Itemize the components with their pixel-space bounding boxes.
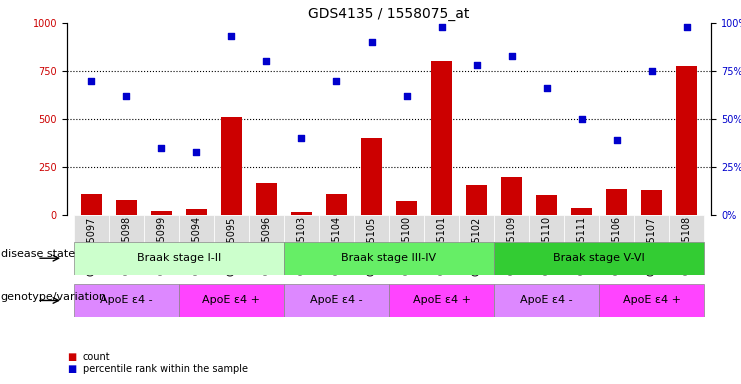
FancyBboxPatch shape xyxy=(284,284,389,317)
FancyBboxPatch shape xyxy=(634,215,669,259)
Point xyxy=(330,78,342,84)
Point xyxy=(436,24,448,30)
Text: GSM735099: GSM735099 xyxy=(156,216,166,275)
Text: count: count xyxy=(83,352,110,362)
FancyBboxPatch shape xyxy=(249,215,284,259)
FancyBboxPatch shape xyxy=(564,215,599,259)
FancyBboxPatch shape xyxy=(599,284,705,317)
Text: Braak stage V-VI: Braak stage V-VI xyxy=(554,253,645,263)
FancyBboxPatch shape xyxy=(109,215,144,259)
Bar xyxy=(396,200,417,215)
FancyBboxPatch shape xyxy=(669,215,705,259)
FancyBboxPatch shape xyxy=(73,242,284,275)
FancyBboxPatch shape xyxy=(389,284,494,317)
Text: ApoE ε4 +: ApoE ε4 + xyxy=(413,295,471,306)
Point xyxy=(471,62,482,68)
Point xyxy=(85,78,97,84)
Bar xyxy=(606,189,628,215)
Bar xyxy=(256,184,277,215)
Text: ApoE ε4 -: ApoE ε4 - xyxy=(100,295,153,306)
FancyBboxPatch shape xyxy=(494,242,705,275)
Bar xyxy=(501,177,522,215)
FancyBboxPatch shape xyxy=(284,215,319,259)
Text: GSM735102: GSM735102 xyxy=(471,216,482,276)
Point xyxy=(296,135,308,141)
Text: GSM735100: GSM735100 xyxy=(402,216,411,275)
Text: GSM735106: GSM735106 xyxy=(612,216,622,275)
Text: GSM735105: GSM735105 xyxy=(367,216,376,276)
FancyBboxPatch shape xyxy=(354,215,389,259)
FancyBboxPatch shape xyxy=(73,215,109,259)
Text: GSM735110: GSM735110 xyxy=(542,216,552,275)
Text: ■: ■ xyxy=(67,352,76,362)
Text: GSM735096: GSM735096 xyxy=(262,216,271,275)
Text: Braak stage III-IV: Braak stage III-IV xyxy=(342,253,436,263)
Text: ApoE ε4 -: ApoE ε4 - xyxy=(520,295,573,306)
Text: GSM735109: GSM735109 xyxy=(507,216,516,275)
FancyBboxPatch shape xyxy=(179,215,214,259)
Point xyxy=(646,68,658,74)
FancyBboxPatch shape xyxy=(494,215,529,259)
Point xyxy=(401,93,413,99)
Bar xyxy=(536,195,557,215)
Point xyxy=(190,149,202,155)
Bar xyxy=(677,66,697,215)
Text: GSM735104: GSM735104 xyxy=(331,216,342,275)
Point xyxy=(681,24,693,30)
Point xyxy=(120,93,132,99)
Bar xyxy=(116,200,137,215)
FancyBboxPatch shape xyxy=(214,215,249,259)
Point xyxy=(225,33,237,40)
FancyBboxPatch shape xyxy=(389,215,424,259)
Text: disease state: disease state xyxy=(1,249,75,260)
Title: GDS4135 / 1558075_at: GDS4135 / 1558075_at xyxy=(308,7,470,21)
Text: GSM735095: GSM735095 xyxy=(226,216,236,276)
FancyBboxPatch shape xyxy=(319,215,354,259)
Text: GSM735101: GSM735101 xyxy=(436,216,447,275)
Bar xyxy=(571,208,592,215)
Text: Braak stage I-II: Braak stage I-II xyxy=(136,253,221,263)
Point xyxy=(576,116,588,122)
FancyBboxPatch shape xyxy=(494,284,599,317)
FancyBboxPatch shape xyxy=(73,284,179,317)
FancyBboxPatch shape xyxy=(424,215,459,259)
Bar xyxy=(361,138,382,215)
Point xyxy=(505,53,517,59)
Text: ApoE ε4 +: ApoE ε4 + xyxy=(622,295,681,306)
Bar xyxy=(221,117,242,215)
Text: GSM735094: GSM735094 xyxy=(191,216,202,275)
Text: ■: ■ xyxy=(67,364,76,374)
FancyBboxPatch shape xyxy=(529,215,564,259)
Bar xyxy=(81,194,102,215)
Point xyxy=(541,85,553,91)
Point xyxy=(261,58,273,65)
Point xyxy=(611,137,622,143)
Point xyxy=(156,145,167,151)
Bar xyxy=(431,61,452,215)
Text: GSM735103: GSM735103 xyxy=(296,216,307,275)
FancyBboxPatch shape xyxy=(459,215,494,259)
Text: GSM735098: GSM735098 xyxy=(122,216,131,275)
Bar xyxy=(186,209,207,215)
Text: GSM735107: GSM735107 xyxy=(647,216,657,276)
Bar xyxy=(291,212,312,215)
FancyBboxPatch shape xyxy=(179,284,284,317)
Text: ApoE ε4 -: ApoE ε4 - xyxy=(310,295,363,306)
Bar xyxy=(641,190,662,215)
Text: ApoE ε4 +: ApoE ε4 + xyxy=(202,295,260,306)
Text: percentile rank within the sample: percentile rank within the sample xyxy=(83,364,248,374)
Text: GSM735097: GSM735097 xyxy=(86,216,96,276)
Text: GSM735111: GSM735111 xyxy=(576,216,587,275)
Text: genotype/variation: genotype/variation xyxy=(1,291,107,302)
Bar xyxy=(326,194,347,215)
FancyBboxPatch shape xyxy=(599,215,634,259)
Bar xyxy=(466,185,487,215)
Point xyxy=(365,39,377,45)
Text: GSM735108: GSM735108 xyxy=(682,216,692,275)
FancyBboxPatch shape xyxy=(284,242,494,275)
Bar xyxy=(150,211,172,215)
FancyBboxPatch shape xyxy=(144,215,179,259)
